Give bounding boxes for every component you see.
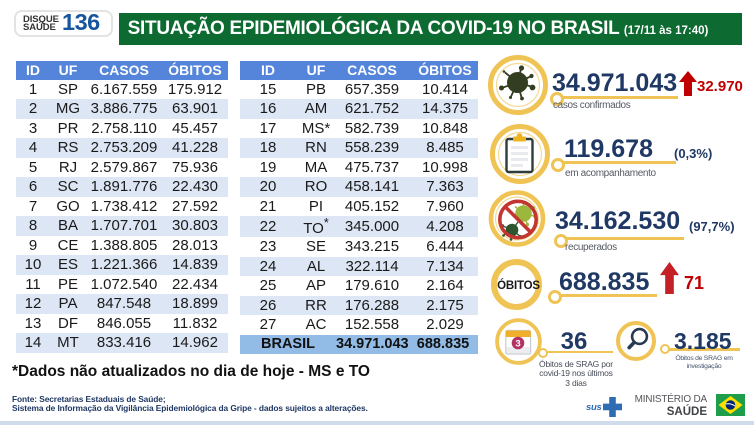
svg-text:3: 3 xyxy=(515,339,520,350)
